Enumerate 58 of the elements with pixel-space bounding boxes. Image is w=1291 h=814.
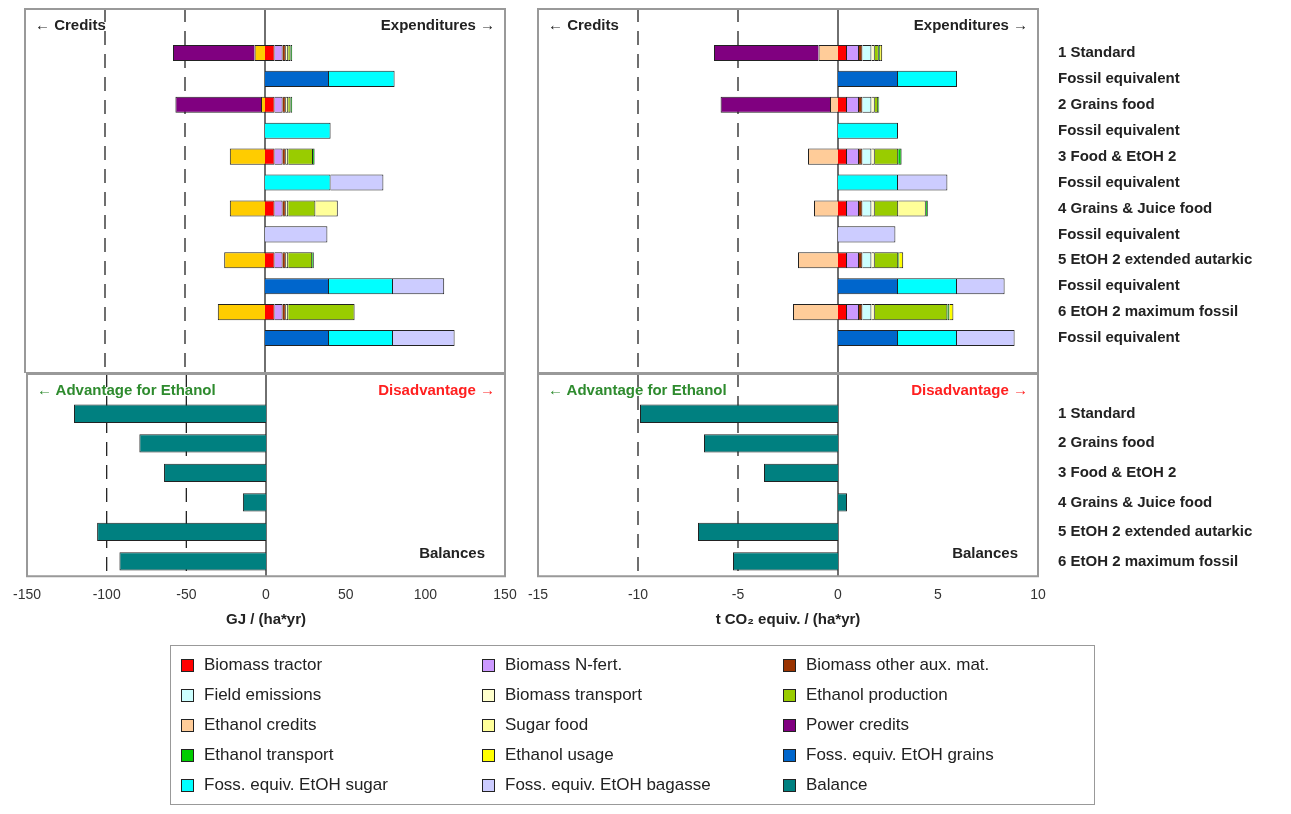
x-tick-label: 150 <box>493 586 517 603</box>
text: Expenditures → <box>913 16 1028 34</box>
y-tick-label: 5 EtOH 2 extended autarkic <box>1058 522 1253 540</box>
y-tick-label: 3 Food & EtOH 2 <box>1058 462 1177 480</box>
x-tick-label: 50 <box>337 586 354 603</box>
y-tick-label: 6 EtOH 2 maximum fossil <box>1058 302 1239 320</box>
legend-label: Biomass other aux. mat. <box>806 655 990 675</box>
annotation: Disadvantage → <box>911 381 1028 399</box>
annotation: ← Advantage for Ethanol <box>548 381 727 399</box>
x-tick-label: -15 <box>527 586 549 603</box>
legend-label: Ethanol transport <box>204 745 334 765</box>
y-tick-label: 3 Food & EtOH 2 <box>1058 146 1177 164</box>
x-tick-label: 100 <box>413 586 438 603</box>
y-tick-label: 2 Grains food <box>1058 433 1155 451</box>
x-tick-label: 0 <box>262 586 271 603</box>
legend-label: Sugar food <box>505 715 589 735</box>
legend-label: Biomass tractor <box>204 655 323 675</box>
legend-label: Balance <box>806 775 868 795</box>
text: ← Credits <box>35 16 106 34</box>
legend-label: Biomass transport <box>505 685 642 705</box>
x-axis-title: t CO₂ equiv. / (ha*yr) <box>715 610 861 628</box>
annotation: ← Advantage for Ethanol <box>37 381 216 399</box>
legend-label: Ethanol production <box>806 685 948 705</box>
y-tick-label: Fossil equivalent <box>1058 276 1180 294</box>
legend-label: Ethanol credits <box>204 715 317 735</box>
text: ← Credits <box>548 16 619 34</box>
y-tick-label: Fossil equivalent <box>1058 328 1180 346</box>
x-tick-label: -100 <box>92 586 121 603</box>
x-tick-label: -50 <box>176 586 197 603</box>
annotation: Balances <box>952 544 1018 562</box>
y-tick-label: 6 EtOH 2 maximum fossil <box>1058 551 1239 569</box>
legend-label: Ethanol usage <box>505 745 614 765</box>
x-tick-label: 0 <box>834 586 843 603</box>
x-tick-label: -150 <box>12 586 42 603</box>
y-tick-label: 5 EtOH 2 extended autarkic <box>1058 250 1253 268</box>
y-tick-label: Fossil equivalent <box>1058 224 1180 242</box>
legend-label: Biomass N-fert. <box>505 655 623 675</box>
legend-label: Power credits <box>806 715 909 735</box>
x-tick-label: -5 <box>731 586 745 603</box>
y-tick-label: 1 Standard <box>1058 403 1136 421</box>
x-tick-label: 10 <box>1030 586 1046 603</box>
y-tick-label: Fossil equivalent <box>1058 172 1180 190</box>
y-tick-label: 1 Standard <box>1058 43 1136 61</box>
x-tick-label: -10 <box>627 586 649 603</box>
text: Expenditures → <box>380 16 495 34</box>
annotation: Balances <box>419 544 485 562</box>
legend-label: Foss. equiv. EtOH sugar <box>204 775 388 795</box>
annotation: Disadvantage → <box>378 381 495 399</box>
x-tick-label: 5 <box>934 586 943 603</box>
legend-label: Field emissions <box>204 685 322 705</box>
y-tick-label: 4 Grains & Juice food <box>1058 492 1213 510</box>
y-tick-label: Fossil equivalent <box>1058 120 1180 138</box>
x-axis-title: GJ / (ha*yr) <box>225 610 307 628</box>
y-tick-label: 4 Grains & Juice food <box>1058 198 1213 216</box>
y-tick-label: 2 Grains food <box>1058 94 1155 112</box>
y-tick-label: Fossil equivalent <box>1058 69 1180 87</box>
legend-label: Foss. equiv. EtOH bagasse <box>505 775 711 795</box>
legend-label: Foss. equiv. EtOH grains <box>806 745 994 765</box>
